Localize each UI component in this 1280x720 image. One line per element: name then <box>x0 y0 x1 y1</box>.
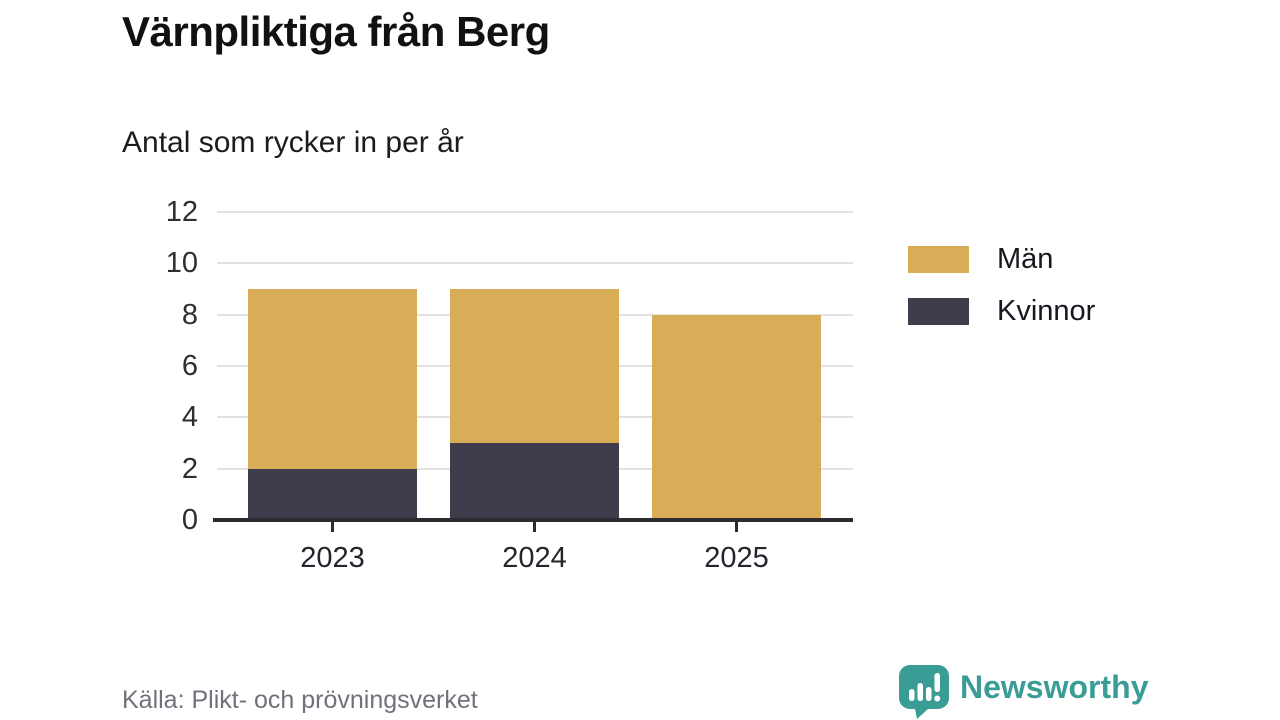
source-text: Källa: Plikt- och prövningsverket <box>122 686 478 714</box>
y-axis-label: 10 <box>165 247 198 280</box>
legend-swatch <box>908 246 969 273</box>
plot-area: 0 2 4 6 8 10 12 2023 2024 2025 <box>166 196 853 574</box>
bar-2023-kvinnor <box>248 468 417 520</box>
bar-2024-kvinnor <box>450 443 619 520</box>
y-axis-label: 8 <box>181 298 198 331</box>
gridline-y-12 <box>217 211 853 213</box>
bar-2023-män <box>248 289 417 469</box>
y-axis-label: 2 <box>181 452 198 485</box>
x-axis-label: 2024 <box>502 542 567 574</box>
chart-subtitle: Antal som rycker in per år <box>122 126 464 159</box>
legend-item-män: Män <box>908 243 1095 276</box>
gridline-y-10 <box>217 262 853 265</box>
bar-2025-män <box>652 314 821 520</box>
x-axis-label: 2023 <box>300 542 365 574</box>
y-axis-label: 12 <box>165 196 198 228</box>
chart-title: Värnpliktiga från Berg <box>122 8 550 55</box>
x-axis-tick <box>533 522 536 532</box>
x-axis-label: 2025 <box>704 542 769 574</box>
x-axis-tick <box>331 522 334 532</box>
legend-label: Män <box>997 243 1054 275</box>
newsworthy-logo: Newsworthy <box>897 663 1148 720</box>
y-axis-label: 4 <box>181 401 198 434</box>
x-axis-tick <box>735 522 738 532</box>
newsworthy-speech-bubble-chart-icon <box>899 665 949 719</box>
x-axis-line <box>213 518 853 522</box>
legend-item-kvinnor: Kvinnor <box>908 295 1095 328</box>
chart-legend: Män Kvinnor <box>908 243 1095 347</box>
legend-swatch <box>908 298 969 325</box>
y-axis-label: 6 <box>181 350 198 382</box>
legend-label: Kvinnor <box>997 295 1096 327</box>
newsworthy-wordmark: Newsworthy <box>960 669 1149 705</box>
bar-2024-män <box>450 289 619 443</box>
y-axis-label: 0 <box>181 504 198 536</box>
